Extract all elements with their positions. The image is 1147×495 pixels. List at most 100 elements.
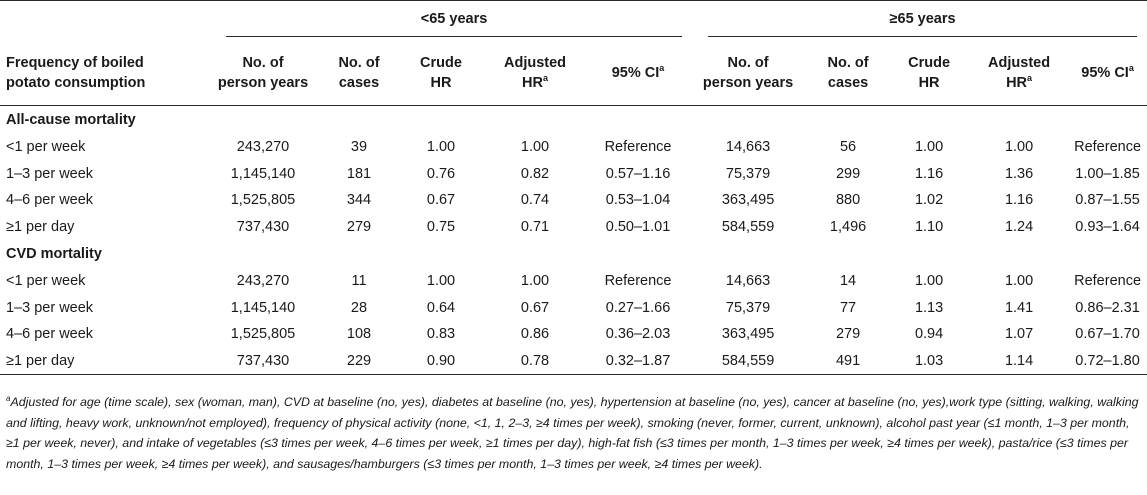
col-cases-o65: No. of cases: [827, 55, 869, 91]
col-adjusted-u65: Adjusted HRa: [503, 55, 567, 91]
col-ci-u65: 95% CIa: [611, 63, 665, 81]
table-cell: 0.27–1.66: [605, 299, 671, 316]
table-cell: 363,495: [721, 326, 775, 343]
table-cell: 229: [346, 352, 372, 369]
table-cell: Reference: [1074, 273, 1142, 290]
table-cell: 28: [350, 299, 368, 316]
table-cell: 0.94: [914, 326, 944, 343]
table-cell: 1.00: [426, 273, 456, 290]
table-cell: 0.50–1.01: [605, 218, 671, 235]
table-cell: 0.32–1.87: [605, 352, 671, 369]
table-cell: 0.53–1.04: [605, 192, 671, 209]
col-frequency: Frequency of boiled potato consumption: [6, 55, 146, 91]
table-cell: 0.90: [426, 352, 456, 369]
table-cell: 1.00: [520, 273, 550, 290]
table-cell: 1,145,140: [230, 165, 296, 182]
table-cell: 0.86–2.31: [1075, 299, 1140, 316]
table-cell: 1.07: [1004, 326, 1034, 343]
footnote: aAdjusted for age (time scale), sex (wom…: [6, 392, 1142, 474]
table-body: All-cause mortality <1 per week 243,270 39 1…: [0, 106, 1147, 375]
row-label: ≥1 per day: [6, 352, 75, 369]
table-cell: 0.87–1.55: [1075, 192, 1140, 209]
table-cell: 584,559: [721, 218, 775, 235]
table-cell: 181: [346, 165, 372, 182]
table-cell: 56: [839, 139, 857, 156]
table-cell: 0.76: [426, 165, 456, 182]
row-label: 4–6 per week: [6, 192, 94, 209]
col-crude-u65: Crude HR: [420, 55, 462, 91]
table-cell: 0.72–1.80: [1075, 352, 1140, 369]
row-label: <1 per week: [6, 139, 86, 156]
table-cell: 279: [346, 218, 372, 235]
table-cell: 1,496: [829, 218, 867, 235]
table-cell: 0.36–2.03: [605, 326, 671, 343]
table-row: 4–6 per week 1,525,805 108 0.83 0.86 0.36–2.0…: [0, 321, 1147, 348]
group-over-65: ≥65 years: [688, 1, 1147, 42]
table-cell: 75,379: [725, 165, 771, 182]
table-cell: 344: [346, 192, 372, 209]
table-row: ≥1 per day 737,430 279 0.75 0.71 0.50–1.01 584…: [0, 214, 1147, 241]
table-cell: 737,430: [236, 218, 290, 235]
table-cell: 1.00: [1004, 273, 1034, 290]
col-adjusted-o65: Adjusted HRa: [988, 55, 1051, 91]
table-cell: 14,663: [725, 273, 771, 290]
row-label: ≥1 per day: [6, 218, 75, 235]
table-cell: 39: [350, 139, 368, 156]
table-cell: 880: [835, 192, 861, 209]
table-cell: 0.93–1.64: [1075, 218, 1140, 235]
col-person-years-u65: No. of person years: [217, 55, 309, 91]
table-cell: 1.13: [914, 299, 944, 316]
table-row: <1 per week 243,270 11 1.00 1.00 Reference 14,…: [0, 268, 1147, 295]
table-cell: 1.00: [914, 273, 944, 290]
table-row: ≥1 per day 737,430 229 0.90 0.78 0.32–1.87 584…: [0, 348, 1147, 375]
table-cell: 108: [346, 326, 372, 343]
table-row: <1 per week 243,270 39 1.00 1.00 Reference 14,…: [0, 134, 1147, 161]
table-cell: 1.24: [1004, 218, 1034, 235]
table-cell: 1.03: [914, 352, 944, 369]
table-cell: 1,145,140: [230, 299, 296, 316]
table-cell: 0.57–1.16: [605, 165, 671, 182]
row-label: <1 per week: [6, 273, 86, 290]
table-cell: 0.86: [520, 326, 550, 343]
table-cell: 14,663: [725, 139, 771, 156]
table-cell: 1.00: [520, 139, 550, 156]
row-label: 1–3 per week: [6, 165, 94, 182]
table-cell: 0.67: [426, 192, 456, 209]
footnote-marker: a: [6, 393, 11, 403]
table-cell: 1.00: [914, 139, 944, 156]
footnote-text: Adjusted for age (time scale), sex (woma…: [6, 395, 1139, 471]
table-cell: 1.16: [914, 165, 944, 182]
table-cell: 279: [835, 326, 861, 343]
table-cell: 584,559: [721, 352, 775, 369]
group-under-65: <65 years: [208, 1, 688, 42]
table-cell: 1,525,805: [230, 192, 296, 209]
table-cell: 243,270: [236, 139, 290, 156]
table-cell: 1.41: [1004, 299, 1034, 316]
table-cell: 243,270: [236, 273, 290, 290]
table-row: 1–3 per week 1,145,140 28 0.64 0.67 0.27–1.66…: [0, 295, 1147, 322]
table-row: 1–3 per week 1,145,140 181 0.76 0.82 0.57–1.1…: [0, 161, 1147, 188]
table-cell: 1,525,805: [230, 326, 296, 343]
table-cell: Reference: [1074, 139, 1142, 156]
table-cell: 1.00: [1004, 139, 1034, 156]
table-cell: 363,495: [721, 192, 775, 209]
table-cell: 0.67: [520, 299, 550, 316]
table-cell: 1.10: [914, 218, 944, 235]
col-person-years-o65: No. of person years: [702, 55, 794, 91]
table-cell: 491: [835, 352, 861, 369]
table-cell: Reference: [604, 273, 672, 290]
table-cell: 1.00–1.85: [1075, 165, 1140, 182]
table-cell: 0.78: [520, 352, 550, 369]
table-cell: 1.14: [1004, 352, 1034, 369]
section-header-row: All-cause mortality: [0, 106, 1147, 135]
age-group-header-row: <65 years ≥65 years: [0, 0, 1147, 42]
table-row: 4–6 per week 1,525,805 344 0.67 0.74 0.53–1.0…: [0, 187, 1147, 214]
table-cell: 299: [835, 165, 861, 182]
group-spacer: [0, 1, 208, 42]
table-cell: 0.64: [426, 299, 456, 316]
results-table: <65 years ≥65 years Frequency of boiled p…: [0, 0, 1147, 375]
col-cases-u65: No. of cases: [338, 55, 380, 91]
row-label: 4–6 per week: [6, 326, 94, 343]
table-cell: 0.67–1.70: [1075, 326, 1140, 343]
